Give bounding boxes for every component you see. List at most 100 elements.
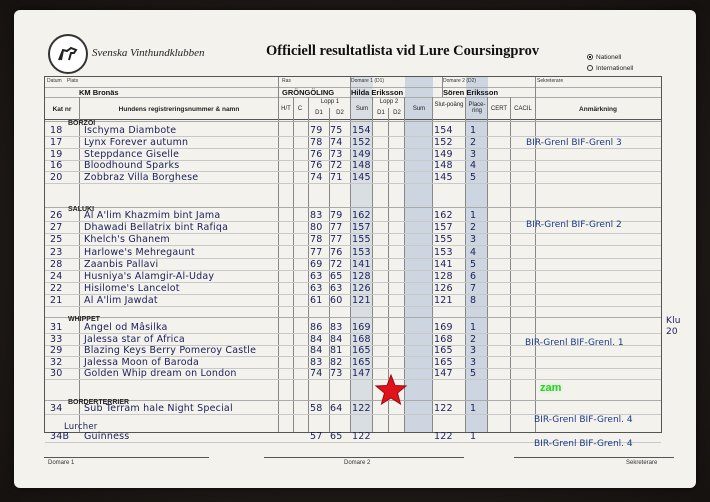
divider: [45, 400, 661, 401]
divider: [350, 77, 351, 432]
cell-lopp1-d2: 76: [330, 246, 343, 258]
divider: [432, 97, 433, 432]
divider: [45, 119, 661, 120]
cell-lopp1-d2: 73: [330, 148, 343, 160]
cell-kat-nr: 24: [50, 271, 63, 282]
cell-lopp1-d2: 79: [330, 210, 343, 221]
cell-sum: 147: [352, 368, 371, 380]
cell-slutpoang: 154: [434, 125, 453, 136]
cell-dog-name: Husniya's Alamgir-Al-Uday: [84, 271, 215, 282]
divider: [45, 171, 661, 173]
divider: [45, 442, 661, 443]
cell-lopp1-d2: 73: [330, 368, 343, 380]
cell-placering: 1: [470, 403, 477, 414]
cell-dog-name: Bloodhound Sparks: [84, 160, 180, 172]
cell-kat-nr: 22: [50, 283, 63, 295]
divider: [45, 269, 661, 271]
cell-lopp1-d2: 75: [330, 125, 343, 136]
cell-placering: 5: [470, 258, 477, 270]
cell-placering: 5: [470, 368, 477, 380]
divider: [45, 317, 661, 318]
breed-header: Lurcher: [64, 422, 98, 432]
radio-icon: [587, 65, 593, 72]
divider: [45, 147, 661, 149]
cell-placering: 2: [470, 136, 477, 148]
cell-sum: 141: [352, 258, 371, 270]
cell-dog-name: Jalessa Moon of Baroda: [84, 356, 199, 368]
cell-sum: 168: [352, 333, 371, 345]
cell-lopp1-d2: 65: [330, 271, 343, 282]
divider: [45, 97, 661, 98]
cell-sum: 155: [352, 234, 371, 246]
club-name: Svenska Vinthundklubben: [92, 47, 205, 59]
signature-line-sekreterare: [514, 457, 674, 458]
col-l2-d2: D2: [393, 110, 401, 116]
divider: [45, 306, 661, 308]
breed-header: SALUKI: [68, 206, 95, 213]
cell-dog-name: Golden Whip dream on London: [84, 368, 237, 380]
option-internationell[interactable]: Internationell: [587, 65, 633, 72]
col-l1-d2: D2: [336, 110, 344, 116]
zam-stamp: zam: [540, 382, 562, 394]
divider: [308, 97, 309, 432]
cell-slutpoang: 165: [434, 356, 453, 368]
cell-lopp1-d1: 86: [310, 322, 323, 333]
cell-placering: 1: [470, 125, 477, 136]
cell-slutpoang: 165: [434, 345, 453, 357]
option-nationell[interactable]: Nationell: [587, 54, 621, 61]
cell-dog-name: Angel od Mâsilka: [84, 322, 168, 333]
divider: [45, 233, 661, 235]
cell-slutpoang: 122: [434, 431, 453, 442]
col-cacil: CACIL: [514, 106, 532, 112]
cell-lopp1-d1: 78: [310, 136, 323, 148]
cell-placering: 1: [470, 210, 477, 221]
signature-line-domare1: [44, 457, 209, 458]
anmarkning-note: BIR-Grenl BIF-Grenl 2: [526, 220, 622, 230]
cell-lopp1-d1: 63: [310, 271, 323, 282]
col-lopp1: Lopp 1: [320, 99, 340, 105]
divider: [535, 77, 536, 432]
cell-slutpoang: 149: [434, 148, 453, 160]
cell-placering: 3: [470, 356, 477, 368]
cell-lopp1-d1: 84: [310, 345, 323, 357]
cell-placering: 3: [470, 345, 477, 357]
cell-slutpoang: 157: [434, 222, 453, 234]
cell-kat-nr: 34: [50, 403, 63, 414]
cell-kat-nr: 25: [50, 234, 63, 246]
cell-kat-nr: 19: [50, 148, 63, 160]
cell-placering: 7: [470, 283, 477, 295]
cell-sum: 122: [352, 403, 371, 414]
divider: [442, 77, 443, 97]
cell-slutpoang: 162: [434, 210, 453, 221]
divider: [45, 344, 661, 346]
cell-sum: 162: [352, 210, 371, 221]
cell-lopp1-d1: 74: [310, 368, 323, 380]
cell-lopp1-d1: 61: [310, 295, 323, 307]
cell-slutpoang: 168: [434, 333, 453, 345]
cell-dog-name: Jalessa star of Africa: [84, 333, 185, 345]
page-title: Officiell resultatlista vid Lure Coursin…: [266, 43, 540, 59]
divider: [45, 87, 661, 88]
col-sum2: Sum: [412, 106, 426, 112]
club-logo: [48, 34, 88, 74]
divider: [45, 136, 661, 137]
cell-slutpoang: 141: [434, 258, 453, 270]
cell-sum: 126: [352, 283, 371, 295]
divider: [45, 257, 661, 259]
divider: [45, 379, 661, 381]
divider: [45, 183, 661, 185]
cell-lopp1-d2: 72: [330, 160, 343, 172]
domare2-value: Sören Eriksson: [443, 88, 499, 97]
cell-placering: 5: [470, 172, 477, 184]
cell-slutpoang: 152: [434, 136, 453, 148]
red-star-icon: [374, 373, 408, 406]
cell-placering: 4: [470, 160, 477, 172]
cell-lopp1-d2: 63: [330, 283, 343, 295]
breed-header: WHIPPET: [68, 316, 100, 323]
cell-lopp1-d1: 84: [310, 333, 323, 345]
col-anmarkning: Anmärkning: [579, 106, 617, 113]
cell-lopp1-d1: 63: [310, 283, 323, 295]
results-table: Datum Plats KM Bronäs Ras GRÖNGÖLING Dom…: [44, 76, 662, 443]
radio-selected-icon: [587, 54, 593, 61]
